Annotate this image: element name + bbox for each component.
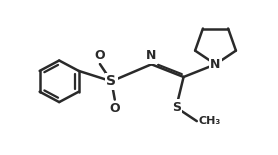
Text: CH₃: CH₃ <box>199 116 221 126</box>
Text: S: S <box>106 74 116 88</box>
Text: N: N <box>146 49 157 62</box>
Text: S: S <box>172 101 181 114</box>
Text: N: N <box>210 58 221 71</box>
Text: O: O <box>95 49 105 62</box>
Text: O: O <box>110 102 120 115</box>
